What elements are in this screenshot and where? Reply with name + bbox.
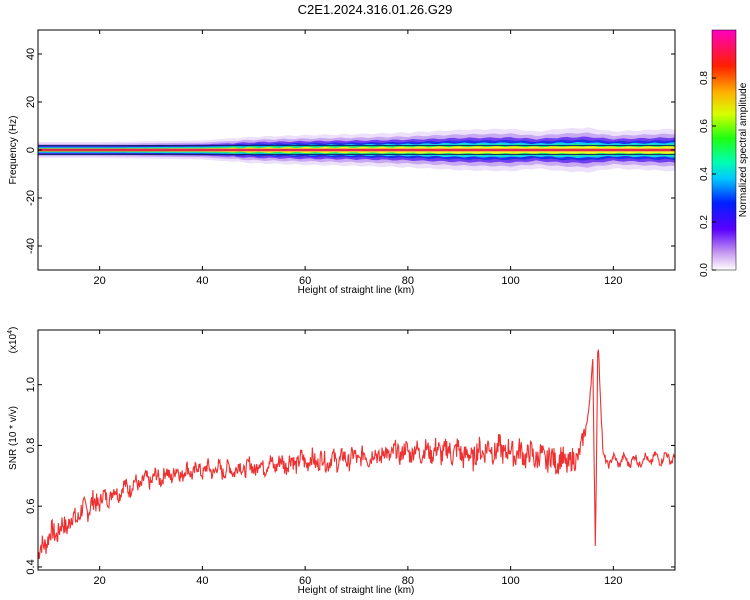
bot-x-tick-label: 120: [604, 575, 622, 587]
colorbar-gradient: [711, 29, 737, 271]
snr-series-line: [38, 349, 675, 560]
bot-x-tick-label: 100: [501, 575, 519, 587]
top-y-tick-label: 40: [25, 48, 37, 60]
top-y-tick-label: 20: [25, 96, 37, 108]
snr-x-label: Height of straight line (km): [298, 585, 415, 596]
colorbar-tick-label: 0.6: [699, 119, 710, 133]
colorbar-tick-label: 0.2: [699, 215, 710, 229]
multiplier-exponent: 4: [7, 330, 14, 334]
snr-x-ticks: 20 40 60 80 100 120: [94, 330, 623, 587]
bot-x-tick-label: 60: [299, 575, 311, 587]
spectrogram-x-ticks: 20 40 60 80 100 120: [94, 30, 623, 287]
multiplier-close: ): [8, 327, 19, 330]
top-y-tick-label: 0: [25, 147, 37, 153]
colorbar-ticks: 0.0 0.2 0.4 0.6 0.8: [699, 71, 716, 277]
top-x-tick-label: 100: [501, 275, 519, 287]
snr-y-label: SNR (10 * v/v): [8, 406, 19, 470]
snr-y-ticks: 0.4 0.6 0.8 1.0: [25, 377, 675, 575]
spectrogram-x-label: Height of straight line (km): [298, 285, 415, 296]
bot-y-tick-label: 1.0: [25, 377, 37, 392]
colorbar-label: Normalized spectral amplitude: [738, 82, 749, 217]
top-x-tick-label: 40: [196, 275, 208, 287]
spectrogram-panel: 20 40 60 80 100 120 40 20 0 -20 -40 Height of str…: [8, 29, 676, 296]
colorbar: 0.0 0.2 0.4 0.6 0.8 Normalized spectral ampl…: [699, 29, 749, 277]
top-x-tick-label: 60: [299, 275, 311, 287]
spectrum-core-center: [38, 149, 675, 151]
snr-plot-area: [38, 349, 675, 560]
colorbar-tick-label: 0.4: [699, 167, 710, 181]
snr-panel: 20 40 60 80 100 120 0.4 0.6 0.8 1.0 Height of st…: [7, 327, 676, 596]
bot-y-tick-label: 0.8: [25, 438, 37, 453]
spectrogram-plot-area: [38, 127, 675, 173]
top-y-tick-label: -20: [25, 190, 37, 206]
top-x-tick-label: 120: [604, 275, 622, 287]
bot-x-tick-label: 80: [402, 575, 414, 587]
spectrogram-y-label: Frequency (Hz): [8, 116, 19, 185]
top-x-tick-label: 20: [94, 275, 106, 287]
spectrogram-y-ticks: 40 20 0 -20 -40: [25, 48, 675, 254]
snr-multiplier-label: (x104): [7, 327, 19, 354]
bot-x-tick-label: 40: [196, 575, 208, 587]
top-y-tick-label: -40: [25, 238, 37, 254]
colorbar-tick-label: 0.0: [699, 263, 710, 277]
svg-text:(x104): (x104): [7, 327, 19, 354]
top-x-tick-label: 80: [402, 275, 414, 287]
page-title: C2E1.2024.316.01.26.G29: [297, 2, 453, 17]
snr-frame: [37, 329, 676, 571]
bot-y-tick-label: 0.6: [25, 499, 37, 514]
multiplier-base: (x10: [8, 333, 19, 353]
bot-y-tick-label: 0.4: [25, 559, 37, 574]
colorbar-tick-label: 0.8: [699, 71, 710, 85]
bot-x-tick-label: 20: [94, 575, 106, 587]
